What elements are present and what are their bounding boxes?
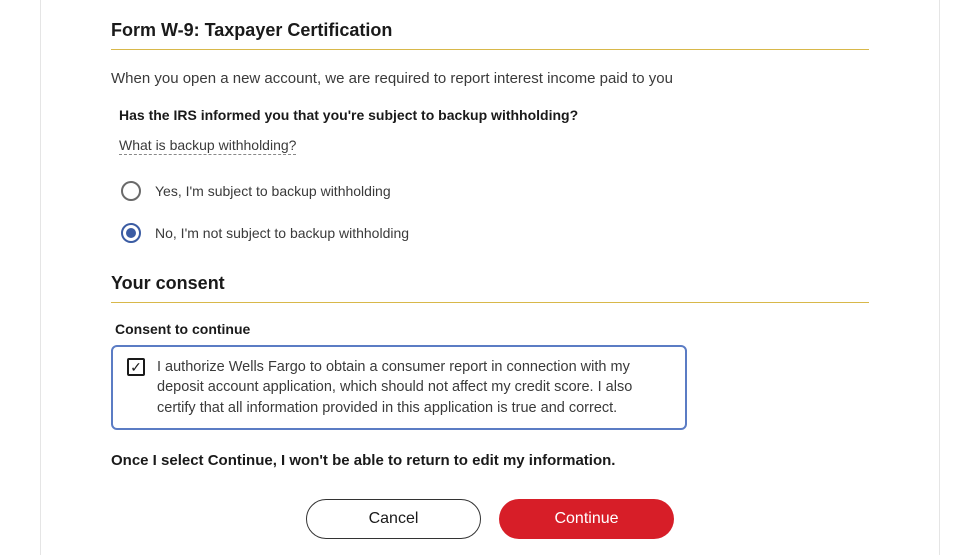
cancel-button[interactable]: Cancel [306,499,481,539]
radio-dot-icon [126,228,136,238]
consent-box[interactable]: ✓ I authorize Wells Fargo to obtain a co… [111,345,687,430]
w9-question: Has the IRS informed you that you're sub… [119,107,869,123]
withholding-yes-option[interactable]: Yes, I'm subject to backup withholding [121,181,869,201]
consent-text: I authorize Wells Fargo to obtain a cons… [157,357,671,418]
radio-icon [121,223,141,243]
withholding-yes-label: Yes, I'm subject to backup withholding [155,183,391,199]
w9-heading: Form W-9: Taxpayer Certification [111,20,869,50]
backup-withholding-help-link[interactable]: What is backup withholding? [119,137,296,155]
w9-intro: When you open a new account, we are requ… [111,68,869,89]
consent-label: Consent to continue [115,321,869,337]
withholding-no-option[interactable]: No, I'm not subject to backup withholdin… [121,223,869,243]
continue-warning: Once I select Continue, I won't be able … [111,452,869,469]
consent-checkbox[interactable]: ✓ [127,358,145,376]
withholding-no-label: No, I'm not subject to backup withholdin… [155,225,409,241]
continue-button[interactable]: Continue [499,499,674,539]
consent-heading: Your consent [111,273,869,303]
button-row: Cancel Continue [111,499,869,539]
withholding-radio-group: Yes, I'm subject to backup withholding N… [121,181,869,243]
form-container: Form W-9: Taxpayer Certification When yo… [40,0,940,555]
radio-icon [121,181,141,201]
checkmark-icon: ✓ [130,360,142,374]
